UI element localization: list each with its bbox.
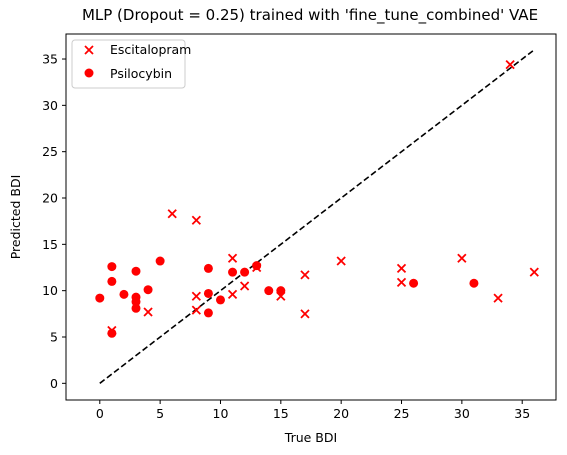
psilocybin-point (131, 297, 141, 307)
psilocybin-point (107, 262, 117, 272)
psilocybin-point (131, 266, 141, 276)
escitalopram-point (167, 209, 177, 219)
psilocybin-point (215, 295, 225, 305)
legend-marker-psilocybin (84, 68, 94, 78)
escitalopram-point (239, 281, 250, 291)
identity-reference-line (99, 49, 535, 384)
escitalopram-point (396, 263, 407, 274)
legend-box (71, 39, 186, 89)
escitalopram-point (396, 277, 407, 287)
psilocybin-point (203, 288, 213, 298)
y-tick-label: 35 (42, 52, 58, 67)
x-tick-label: 30 (454, 406, 470, 421)
escitalopram-point (336, 256, 346, 266)
x-tick-label: 10 (213, 406, 229, 421)
y-tick-label: 0 (50, 376, 58, 391)
psilocybin-point (409, 278, 419, 288)
escitalopram-point (505, 59, 515, 70)
psilocybin-point (143, 285, 153, 295)
plot-frame (65, 33, 557, 401)
y-tick-label: 5 (50, 329, 58, 344)
psilocybin-point (155, 256, 165, 266)
escitalopram-point (191, 215, 201, 225)
escitalopram-point (457, 253, 467, 263)
legend-label-psilocybin: Psilocybin (110, 66, 172, 81)
legend-dot-marker (84, 68, 94, 78)
psilocybin-point (252, 261, 262, 271)
escitalopram-point (529, 267, 539, 277)
escitalopram-point (143, 307, 153, 317)
escitalopram-point (227, 289, 238, 300)
psilocybin-point (203, 308, 213, 318)
legend-x-marker (84, 45, 94, 55)
x-tick-label: 25 (394, 406, 410, 421)
psilocybin-point (131, 303, 141, 313)
psilocybin-point (107, 328, 117, 338)
x-tick-label: 20 (333, 406, 349, 421)
escitalopram-point (300, 309, 310, 319)
psilocybin-point (240, 267, 250, 277)
y-tick-label: 25 (42, 144, 58, 159)
psilocybin-point (95, 293, 105, 303)
legend-marker-escitalopram (84, 45, 94, 55)
psilocybin-point (469, 278, 479, 288)
x-tick-label: 0 (96, 406, 104, 421)
data-points (95, 59, 539, 338)
psilocybin-point (107, 276, 117, 286)
psilocybin-point (264, 286, 274, 296)
psilocybin-point (276, 286, 286, 296)
escitalopram-point (191, 291, 201, 301)
psilocybin-point (228, 267, 238, 277)
x-axis: 0 5 10 15 20 25 30 35 (96, 400, 530, 421)
y-tick-label: 20 (42, 191, 58, 206)
y-tick-label: 30 (42, 98, 58, 113)
x-tick-label: 15 (273, 406, 289, 421)
chart-title: MLP (Dropout = 0.25) trained with 'fine_… (82, 6, 538, 25)
escitalopram-point (191, 305, 201, 315)
legend: Escitalopram Psilocybin (71, 39, 191, 89)
psilocybin-point (203, 263, 213, 273)
y-tick-label: 10 (42, 283, 58, 298)
psilocybin-point (119, 289, 129, 299)
escitalopram-point (493, 293, 503, 303)
y-tick-label: 15 (42, 237, 58, 252)
plot-area (65, 33, 557, 401)
x-tick-label: 5 (156, 406, 164, 421)
escitalopram-point (227, 253, 238, 263)
x-axis-label: True BDI (284, 430, 337, 445)
y-axis: 0 5 10 15 20 25 30 35 (42, 52, 66, 391)
escitalopram-point (300, 270, 310, 280)
y-axis-label: Predicted BDI (8, 175, 23, 260)
x-tick-label: 35 (514, 406, 530, 421)
legend-label-escitalopram: Escitalopram (110, 42, 191, 57)
